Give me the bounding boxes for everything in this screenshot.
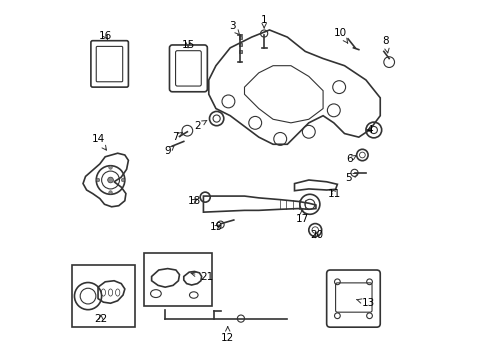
Text: 16: 16 — [99, 31, 112, 41]
Text: 15: 15 — [181, 40, 194, 50]
Text: 8: 8 — [382, 36, 388, 53]
Text: 10: 10 — [333, 28, 347, 43]
Text: 13: 13 — [356, 298, 375, 308]
Text: 9: 9 — [164, 146, 174, 157]
Text: 22: 22 — [94, 314, 107, 324]
Text: 20: 20 — [309, 230, 323, 240]
Bar — [143, 253, 211, 306]
Text: 2: 2 — [194, 121, 206, 131]
Circle shape — [107, 177, 113, 183]
Circle shape — [96, 178, 100, 182]
Circle shape — [108, 191, 112, 194]
Text: 12: 12 — [221, 327, 234, 343]
Bar — [238, 43, 241, 46]
Text: 5: 5 — [345, 173, 357, 183]
Circle shape — [108, 166, 112, 169]
Text: 1: 1 — [260, 15, 267, 28]
Text: 11: 11 — [327, 189, 341, 199]
Text: 7: 7 — [172, 132, 182, 142]
Text: 3: 3 — [228, 21, 240, 35]
Text: 14: 14 — [91, 134, 106, 150]
Text: 21: 21 — [191, 272, 213, 282]
Text: 6: 6 — [346, 154, 356, 164]
Circle shape — [121, 178, 124, 182]
Text: 17: 17 — [295, 210, 308, 224]
Bar — [238, 36, 241, 39]
Bar — [72, 265, 135, 327]
Text: 4: 4 — [366, 125, 373, 135]
Text: 19: 19 — [209, 222, 223, 232]
Text: 18: 18 — [187, 196, 201, 206]
Bar — [238, 50, 241, 53]
